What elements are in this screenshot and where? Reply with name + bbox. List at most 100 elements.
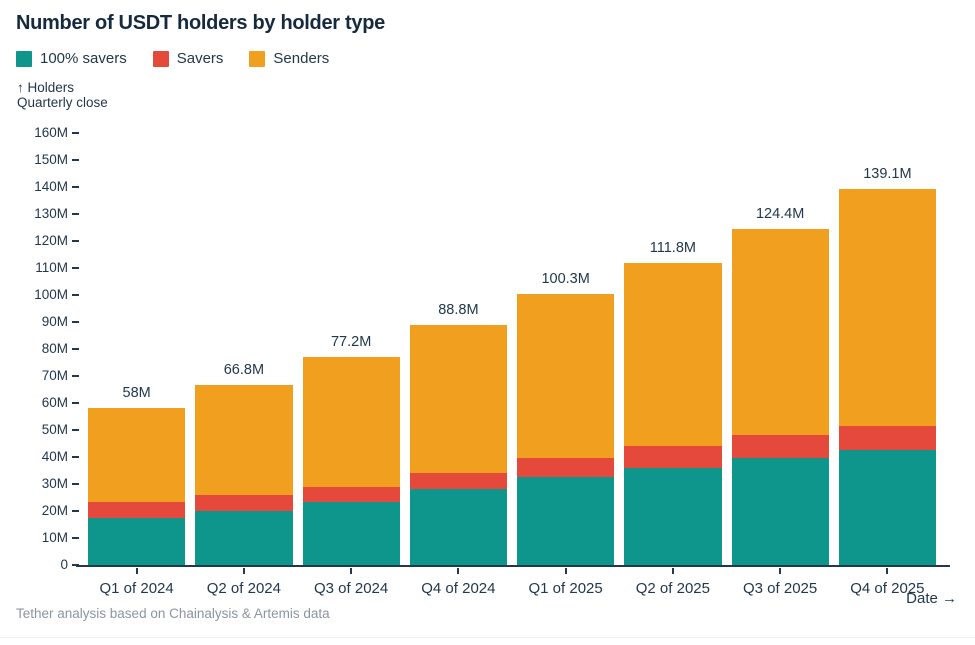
ytick-label-40m: 40M [41,449,68,464]
ytick-mark-70m [72,375,79,377]
segment-100-savers-q2-of-2024 [195,510,293,565]
ytick-mark-120m [72,240,79,242]
bar-total-label-q1-of-2025: 100.3M [541,271,590,288]
bar-total-label-q2-of-2024: 66.8M [223,361,265,378]
ytick-label-110m: 110M [35,260,68,275]
bar-total-label-q4-of-2024: 88.8M [438,302,479,319]
legend-label-senders: Senders [273,50,330,67]
legend-label-savers: Savers [176,50,224,67]
x-category-label-q4-of-2025: Q4 of 2025 [850,580,925,597]
legend-item-senders: Senders [249,50,329,67]
x-axis-line [76,565,950,567]
x-category-label-q1-of-2025: Q1 of 2025 [528,580,603,597]
segment-senders-q4-of-2025 [838,189,936,426]
segment-savers-q3-of-2024 [302,486,400,502]
ytick-mark-20m [72,510,79,512]
bar-q4-of-2025: 139.1M Q4 of 2025 [838,166,936,597]
legend: 100% savers Savers Senders [16,50,329,67]
bar-q1-of-2025: 100.3M Q1 of 2025 [517,271,615,597]
chart-title: Number of USDT holders by holder type [16,12,385,34]
bar-q3-of-2024: 77.2M Q3 of 2024 [302,334,400,597]
bottom-divider [0,637,975,638]
ytick-label-80m: 80M [41,341,68,356]
xtick-mark-q3-of-2024 [350,568,353,574]
ytick-label-60m: 60M [41,395,68,410]
x-category-label-q2-of-2025: Q2 of 2025 [635,580,710,597]
footer-note: Tether analysis based on Chainalysis & A… [16,606,330,621]
segment-100-savers-q3-of-2025 [731,458,829,565]
ytick-mark-100m [72,294,79,296]
ytick-label-20m: 20M [41,503,68,518]
segment-savers-q2-of-2025 [624,446,722,468]
ytick-mark-60m [72,402,79,404]
x-category-label-q3-of-2025: Q3 of 2025 [743,580,818,597]
bar-q2-of-2025: 111.8M Q2 of 2025 [624,240,722,597]
segment-100-savers-q1-of-2024 [88,517,186,565]
ytick-label-120m: 120M [34,233,68,248]
plot-area: 58M Q1 of 2024 66.8M Q2 of 2024 77.2M Q3 of 2… [88,133,936,597]
segment-100-savers-q3-of-2024 [302,501,400,565]
y-axis-title-line1: ↑ Holders [17,80,75,95]
ytick-mark-0 [72,564,79,566]
segment-senders-q1-of-2024 [88,408,186,502]
segment-senders-q3-of-2025 [731,229,829,436]
bar-total-label-q2-of-2025: 111.8M [649,240,696,257]
xtick-mark-q1-of-2025 [564,568,567,574]
y-axis-title: ↑ Holders Quarterly close [17,80,108,110]
ytick-label-140m: 140M [34,179,68,194]
ytick-label-70m: 70M [41,368,68,383]
ytick-label-150m: 150M [34,152,68,167]
x-category-label-q4-of-2024: Q4 of 2024 [421,580,496,597]
segment-senders-q4-of-2024 [409,325,507,474]
xtick-mark-q3-of-2025 [779,568,782,574]
bar-total-label-q1-of-2024: 58M [122,385,151,402]
bar-total-label-q4-of-2025: 139.1M [863,166,912,183]
ytick-label-30m: 30M [41,476,68,491]
ytick-mark-30m [72,483,79,485]
xtick-mark-q2-of-2025 [671,568,674,574]
xtick-mark-q4-of-2025 [886,568,889,574]
x-category-label-q1-of-2024: Q1 of 2024 [99,580,174,597]
ytick-mark-160m [72,132,79,134]
ytick-mark-130m [72,213,79,215]
segment-100-savers-q4-of-2025 [838,450,936,565]
ytick-mark-140m [72,186,79,188]
ytick-mark-90m [72,321,79,323]
segment-100-savers-q4-of-2024 [409,489,507,565]
x-category-label-q3-of-2024: Q3 of 2024 [314,580,389,597]
ytick-label-0: 0 [60,557,68,572]
segment-senders-q3-of-2024 [302,356,400,487]
segment-senders-q1-of-2025 [517,294,615,459]
x-axis-title: Date → [906,590,957,607]
segment-savers-q1-of-2024 [88,501,186,518]
ytick-label-130m: 130M [34,206,68,221]
ytick-label-100m: 100M [34,287,68,302]
xtick-mark-q4-of-2024 [457,568,460,574]
legend-item-savers: Savers [152,50,224,67]
ytick-label-90m: 90M [41,314,68,329]
legend-label-100-savers: 100% savers [40,50,127,67]
segment-senders-q2-of-2024 [195,384,293,495]
legend-swatch-senders [249,50,266,67]
bar-q4-of-2024: 88.8M Q4 of 2024 [409,302,507,597]
segment-savers-q4-of-2025 [838,425,936,451]
legend-swatch-savers [152,50,169,67]
ytick-mark-80m [72,348,79,350]
segment-savers-q4-of-2024 [409,473,507,490]
ytick-mark-40m [72,456,79,458]
segment-100-savers-q2-of-2025 [624,467,722,565]
y-axis-title-line2: Quarterly close [17,95,108,110]
ytick-mark-150m [72,159,79,161]
xtick-mark-q1-of-2024 [135,568,138,574]
ytick-label-10m: 10M [41,530,68,545]
bar-total-label-q3-of-2024: 77.2M [330,333,372,350]
ytick-mark-50m [72,429,79,431]
segment-savers-q2-of-2024 [195,494,293,511]
ytick-label-160m: 160M [34,125,68,140]
bar-q3-of-2025: 124.4M Q3 of 2025 [731,206,829,597]
ytick-label-50m: 50M [41,422,68,437]
ytick-mark-110m [72,267,79,269]
x-category-label-q2-of-2024: Q2 of 2024 [206,580,281,597]
bar-q2-of-2024: 66.8M Q2 of 2024 [195,362,293,597]
